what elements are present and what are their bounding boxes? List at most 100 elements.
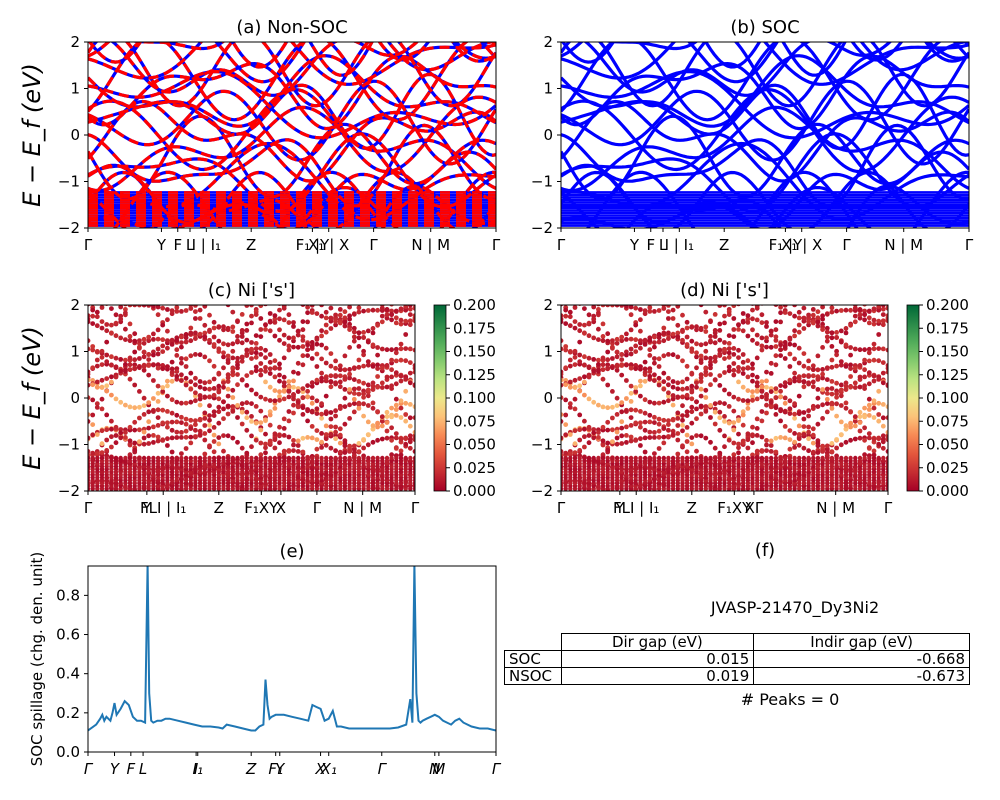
scatter-point	[666, 503, 671, 508]
scatter-point	[123, 280, 128, 285]
scatter-point	[769, 258, 774, 263]
scatter-point	[160, 305, 166, 311]
scatter-point	[801, 431, 807, 437]
scatter-point	[403, 441, 409, 447]
scatter-point	[685, 271, 690, 276]
scatter-point	[745, 431, 751, 437]
scatter-point	[848, 409, 853, 415]
scatter-point	[328, 445, 334, 451]
scatter-point	[371, 291, 376, 296]
scatter-point	[235, 403, 240, 408]
band-line	[88, 54, 496, 131]
scatter-point	[754, 305, 760, 309]
scatter-point	[407, 318, 413, 324]
scatter-point	[235, 415, 240, 420]
scatter-point	[127, 367, 133, 372]
scatter-point	[174, 347, 180, 353]
scatter-point	[843, 387, 849, 392]
scatter-point	[239, 377, 245, 383]
scatter-point	[277, 527, 282, 532]
scatter-point	[365, 328, 371, 334]
scatter-point	[862, 496, 867, 501]
scatter-point	[365, 419, 371, 425]
scatter-point	[838, 442, 844, 448]
scatter-point	[113, 396, 119, 402]
scatter-point	[393, 346, 399, 352]
scatter-point	[567, 357, 573, 363]
scatter-point	[666, 434, 671, 439]
scatter-point	[239, 401, 245, 407]
scatter-point	[179, 378, 184, 383]
scatter-point	[880, 415, 886, 421]
scatter-point	[782, 356, 788, 361]
scatter-point	[407, 322, 413, 328]
scatter-point	[174, 309, 180, 314]
scatter-point	[249, 387, 254, 393]
scatter-point	[361, 363, 366, 369]
scatter-point	[628, 423, 634, 428]
scatter-point	[866, 358, 872, 364]
scatter-point	[656, 428, 662, 434]
scatter-point	[680, 379, 685, 385]
scatter-point	[661, 440, 667, 446]
scatter-point	[244, 415, 250, 421]
scatter-point	[834, 280, 839, 285]
scatter-point	[183, 375, 189, 381]
scatter-point	[712, 401, 718, 407]
band-line	[583, 42, 969, 97]
scatter-point	[113, 333, 119, 339]
scatter-point	[328, 455, 334, 461]
scatter-point	[347, 327, 352, 332]
scatter-point	[141, 403, 147, 408]
scatter-point	[258, 352, 264, 357]
scatter-point	[337, 406, 343, 411]
scatter-point	[773, 327, 779, 333]
scatter-point	[407, 439, 413, 445]
scatter-point	[328, 416, 334, 422]
scatter-point	[155, 362, 161, 368]
scatter-point	[628, 434, 634, 440]
scatter-point	[207, 263, 212, 268]
scatter-point	[123, 430, 128, 435]
scatter-point	[188, 379, 194, 385]
scatter-point	[572, 406, 578, 412]
scatter-point	[398, 317, 404, 323]
scatter-point	[104, 455, 109, 461]
scatter-point	[596, 435, 601, 440]
scatter-point	[109, 322, 114, 328]
scatter-point	[253, 420, 259, 426]
scatter-point	[567, 401, 573, 407]
scatter-point	[361, 401, 366, 407]
scatter-point	[848, 437, 853, 443]
scatter-point	[731, 316, 737, 321]
scatter-point	[127, 338, 133, 344]
scatter-point	[239, 445, 245, 451]
scatter-point	[235, 439, 240, 445]
scatter-point	[844, 282, 849, 287]
scatter-point	[834, 401, 839, 407]
scatter-point	[197, 396, 203, 402]
scatter-point	[815, 316, 821, 321]
scatter-point	[726, 346, 732, 352]
scatter-point	[263, 365, 268, 370]
scatter-point	[736, 347, 741, 353]
scatter-point	[624, 337, 629, 342]
scatter-point	[277, 307, 282, 313]
scatter-point	[689, 517, 694, 522]
scatter-point	[389, 367, 394, 373]
scatter-point	[188, 440, 194, 446]
scatter-point	[267, 311, 273, 316]
scatter-point	[300, 405, 306, 411]
scatter-point	[596, 430, 601, 435]
scatter-point	[370, 364, 376, 369]
scatter-point	[337, 363, 343, 369]
scatter-point	[605, 427, 611, 433]
scatter-point	[675, 269, 680, 274]
scatter-point	[151, 396, 156, 401]
scatter-point	[717, 373, 723, 378]
scatter-point	[295, 399, 301, 405]
scatter-point	[412, 365, 415, 371]
scatter-point	[211, 409, 217, 415]
scatter-point	[773, 338, 779, 343]
scatter-point	[787, 428, 793, 433]
